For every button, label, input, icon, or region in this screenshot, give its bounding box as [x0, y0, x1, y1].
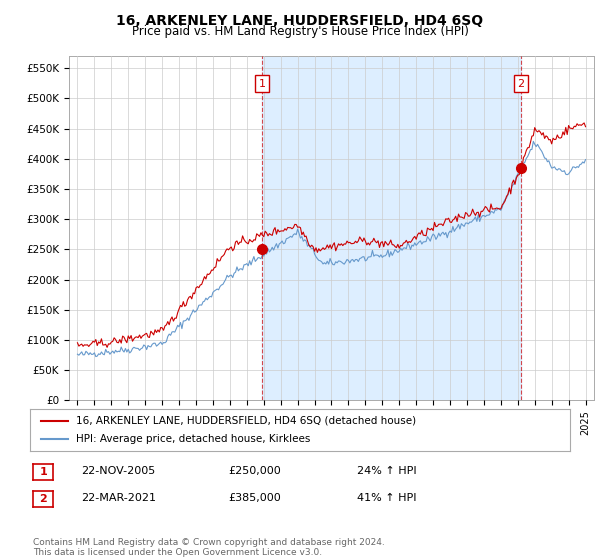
Text: 1: 1	[40, 467, 47, 477]
Text: 24% ↑ HPI: 24% ↑ HPI	[357, 466, 416, 476]
Text: 41% ↑ HPI: 41% ↑ HPI	[357, 493, 416, 503]
Text: Contains HM Land Registry data © Crown copyright and database right 2024.
This d: Contains HM Land Registry data © Crown c…	[33, 538, 385, 557]
Text: £385,000: £385,000	[228, 493, 281, 503]
Text: Price paid vs. HM Land Registry's House Price Index (HPI): Price paid vs. HM Land Registry's House …	[131, 25, 469, 38]
Text: 16, ARKENLEY LANE, HUDDERSFIELD, HD4 6SQ (detached house): 16, ARKENLEY LANE, HUDDERSFIELD, HD4 6SQ…	[76, 416, 416, 426]
Text: 2: 2	[518, 78, 525, 88]
Bar	[262, 56, 521, 400]
Text: 22-MAR-2021: 22-MAR-2021	[81, 493, 156, 503]
Text: 22-NOV-2005: 22-NOV-2005	[81, 466, 155, 476]
Text: £250,000: £250,000	[228, 466, 281, 476]
Text: HPI: Average price, detached house, Kirklees: HPI: Average price, detached house, Kirk…	[76, 434, 310, 444]
Text: 2: 2	[40, 494, 47, 504]
Text: 16, ARKENLEY LANE, HUDDERSFIELD, HD4 6SQ: 16, ARKENLEY LANE, HUDDERSFIELD, HD4 6SQ	[116, 14, 484, 28]
Text: 1: 1	[259, 78, 266, 88]
